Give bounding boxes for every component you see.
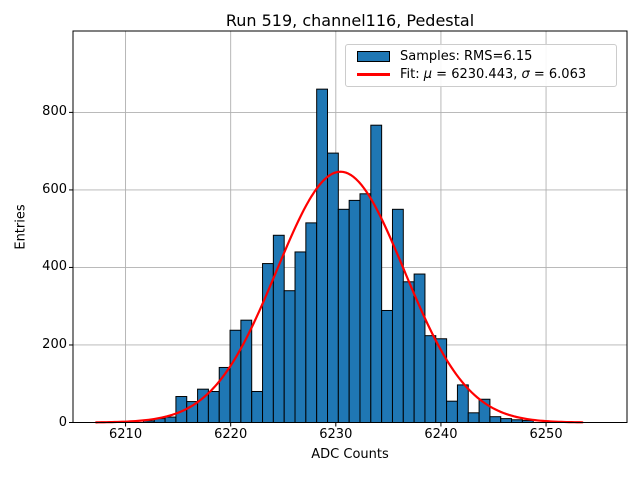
histogram-bar (251, 390, 264, 424)
histogram-bar (327, 152, 339, 424)
histogram-bar (446, 400, 458, 424)
legend-fit-line-swatch (357, 72, 390, 76)
histogram-bar (283, 290, 296, 423)
x-tick-label: 6240 (424, 427, 458, 442)
y-tick-label: 400 (42, 259, 67, 275)
histogram-bar (381, 309, 393, 424)
x-tick-label: 6250 (529, 427, 563, 442)
histogram-bar (370, 124, 383, 424)
histogram-bar (294, 251, 307, 423)
histogram-bar (240, 319, 253, 423)
histogram-bar (316, 88, 329, 424)
histogram-bar (500, 418, 513, 423)
x-tick-label: 6220 (214, 427, 248, 442)
histogram-bar (424, 335, 437, 423)
legend-label: Samples: RMS=6.15 (400, 49, 533, 65)
fit-curve (95, 170, 584, 424)
histogram-bar (207, 390, 220, 424)
y-tick-label: 200 (42, 336, 67, 352)
histogram-bar (229, 329, 242, 423)
histogram-bar (305, 222, 318, 423)
legend-samples-swatch (357, 51, 390, 63)
y-tick-label: 0 (58, 414, 67, 430)
x-tick-label: 6210 (109, 427, 143, 442)
y-tick-label: 600 (42, 181, 67, 197)
histogram-bar (489, 416, 502, 423)
chart-title: Run 519, channel116, Pedestal (225, 11, 475, 30)
x-tick-label: 6230 (319, 427, 353, 442)
axes-frame (72, 30, 628, 423)
legend-entry: Samples: RMS=6.15 (346, 49, 616, 64)
legend-entry: Fit: μ = 6230.443, σ = 6.063 (346, 67, 616, 82)
legend-label: Fit: μ = 6230.443, σ = 6.063 (400, 66, 587, 82)
y-tick-label: 800 (42, 104, 67, 120)
histogram-bar (348, 199, 361, 423)
histogram-bar (262, 263, 274, 423)
y-axis-label: Entries (13, 204, 29, 250)
histogram-bar (402, 281, 415, 423)
histogram-bar (337, 208, 350, 423)
histogram-bar (456, 384, 469, 423)
histogram-bar (164, 416, 177, 424)
histogram-bar (359, 193, 372, 423)
histogram-bar (391, 208, 404, 423)
histogram-bar (467, 412, 480, 424)
legend-box: Samples: RMS=6.15 Fit: μ = 6230.443, σ = … (345, 44, 617, 87)
x-axis-label: ADC Counts (311, 447, 389, 462)
